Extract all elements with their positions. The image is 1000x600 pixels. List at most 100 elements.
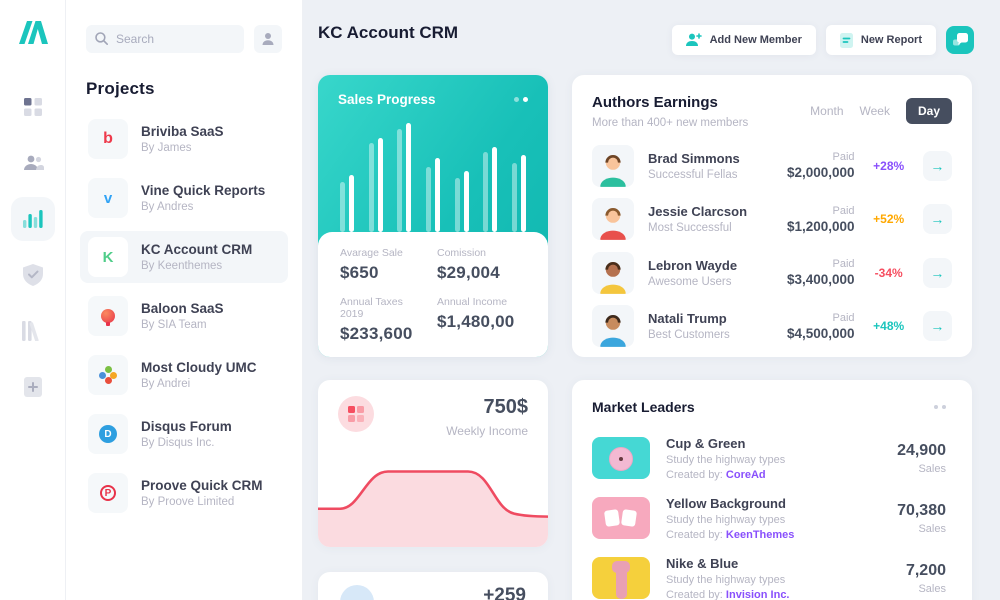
sales-value: 24,900 [897, 441, 946, 459]
project-item-disqus[interactable]: D Disqus Forum By Disqus Inc. [80, 408, 288, 460]
report-document-icon [839, 32, 853, 48]
product-created-by: Created by: KeenThemes [666, 529, 794, 541]
vine-letter: v [103, 189, 113, 207]
arrow-right-icon: → [930, 211, 945, 228]
sales-menu-dots[interactable] [514, 97, 528, 102]
projects-list: b Briviba SaaS By James v Vine Quick Rep… [66, 113, 302, 519]
paid-amount: $2,000,000 [786, 165, 855, 181]
project-item-vine[interactable]: v Vine Quick Reports By Andres [80, 172, 288, 224]
product-thumbnail [592, 557, 650, 599]
chart-bars-icon [22, 210, 43, 228]
product-name: Yellow Background [666, 495, 786, 511]
app-logo[interactable] [16, 18, 50, 51]
avatar [592, 198, 634, 241]
project-name: Disqus Forum [141, 419, 232, 434]
proove-letter: P [100, 485, 116, 501]
projects-panel: Projects b Briviba SaaS By James v Vine … [66, 0, 303, 600]
product-thumbnail [592, 497, 650, 539]
product-created-by: Created by: Invision Inc. [666, 589, 790, 600]
created-by-prefix: Created by: [666, 528, 726, 541]
creator-link[interactable]: CoreAd [725, 468, 766, 481]
balloon-icon [88, 296, 128, 336]
sales-unit: Sales [918, 522, 946, 535]
percent-change: +48% [873, 319, 905, 334]
search-icon [95, 32, 108, 45]
tab-day[interactable]: Day [905, 98, 952, 124]
paid-amount: $3,400,000 [786, 272, 855, 288]
author-role: Best Customers [648, 329, 730, 342]
author-row-jessie-clarcson[interactable]: Jessie Clarcson Most Successful Paid $1,… [592, 193, 952, 247]
row-arrow-button[interactable]: → [922, 204, 952, 235]
author-row-brad-simmons[interactable]: Brad Simmons Successful Fellas Paid $2,0… [592, 139, 952, 193]
creator-link[interactable]: KeenThemes [725, 528, 795, 541]
search-box [86, 25, 244, 53]
project-item-most-cloudy[interactable]: Most Cloudy UMC By Andrei [80, 349, 288, 401]
new-report-button[interactable]: New Report [825, 25, 936, 55]
project-owner: By SIA Team [141, 319, 207, 331]
rail-item-analytics[interactable] [10, 197, 55, 241]
author-row-natali-trump[interactable]: Natali Trump Best Customers Paid $4,500,… [592, 300, 952, 354]
shield-check-icon [22, 264, 43, 286]
add-new-member-button[interactable]: Add New Member [671, 25, 816, 55]
authors-rows: Brad Simmons Successful Fellas Paid $2,0… [592, 139, 952, 353]
percent-change: +52% [873, 212, 905, 227]
page-title: KC Account CRM [318, 23, 459, 42]
project-owner: By Keenthemes [141, 260, 223, 272]
rail-item-new-file[interactable] [11, 365, 55, 409]
rail-item-security[interactable] [11, 253, 55, 297]
project-item-briviba[interactable]: b Briviba SaaS By James [80, 113, 288, 165]
author-role: Successful Fellas [648, 168, 738, 181]
search-input[interactable] [86, 25, 244, 53]
project-owner: By Proove Limited [141, 496, 235, 508]
market-row-cup-green[interactable]: Cup & Green Study the highway types Crea… [592, 428, 946, 488]
rail-item-dashboard[interactable] [11, 85, 55, 129]
tab-month[interactable]: Month [810, 104, 844, 118]
partial-card-icon [340, 585, 374, 600]
paid-label: Paid [832, 204, 855, 217]
paid-amount: $4,500,000 [786, 325, 855, 341]
tab-week[interactable]: Week [859, 104, 890, 118]
icon-rail [0, 0, 66, 600]
profile-button[interactable] [254, 25, 282, 53]
main-content: KC Account CRM Add New Member New Report [303, 0, 1000, 600]
briviba-letter: b [103, 130, 113, 147]
weekly-income-value: 750$ [483, 396, 529, 418]
market-row-nike-blue[interactable]: Nike & Blue Study the highway types Crea… [592, 548, 946, 600]
arrow-right-icon: → [930, 264, 945, 281]
project-item-proove[interactable]: P Proove Quick CRM By Proove Limited [80, 467, 288, 519]
disqus-letter: D [99, 425, 117, 443]
project-owner: By James [141, 142, 192, 154]
project-item-baloon[interactable]: Baloon SaaS By SIA Team [80, 290, 288, 342]
add-new-member-label: Add New Member [709, 34, 802, 46]
author-name: Brad Simmons [648, 150, 740, 166]
project-owner: By Disqus Inc. [141, 437, 215, 449]
market-row-yellow-background[interactable]: Yellow Background Study the highway type… [592, 488, 946, 548]
sales-stats-panel: Avarage Sale $650 Comission $29,004 Annu… [318, 232, 548, 357]
author-row-lebron-wayde[interactable]: Lebron Wayde Awesome Users Paid $3,400,0… [592, 246, 952, 300]
paid-label: Paid [832, 151, 855, 164]
arrow-right-icon: → [930, 157, 945, 174]
project-item-kc-account-crm[interactable]: K KC Account CRM By Keenthemes [80, 231, 288, 283]
person-icon [262, 33, 274, 45]
market-rows: Cup & Green Study the highway types Crea… [592, 428, 946, 600]
stat-comission: Comission $29,004 [437, 247, 526, 283]
project-name: Briviba SaaS [141, 124, 224, 139]
row-arrow-button[interactable]: → [922, 150, 952, 181]
rail-item-library[interactable] [11, 309, 55, 353]
row-arrow-button[interactable]: → [922, 311, 952, 342]
messages-button[interactable] [946, 26, 974, 54]
creator-link[interactable]: Invision Inc. [725, 588, 790, 600]
kc-icon: K [88, 237, 128, 277]
rail-item-users[interactable] [11, 141, 55, 185]
row-arrow-button[interactable]: → [922, 257, 952, 288]
market-menu-dots[interactable] [934, 405, 946, 409]
stat-label: Comission [437, 247, 487, 259]
percent-change: +28% [873, 158, 905, 173]
stat-annual-income: Annual Income $1,480,00 [437, 296, 526, 344]
partial-bottom-card: +259 [318, 572, 548, 600]
project-name: Proove Quick CRM [141, 478, 263, 493]
market-leaders-title: Market Leaders [592, 399, 695, 415]
sales-unit: Sales [918, 462, 946, 475]
sales-progress-card: Sales Progress Avarage Sale $650 Comissi… [318, 75, 548, 357]
product-created-by: Created by: CoreAd [666, 469, 785, 481]
